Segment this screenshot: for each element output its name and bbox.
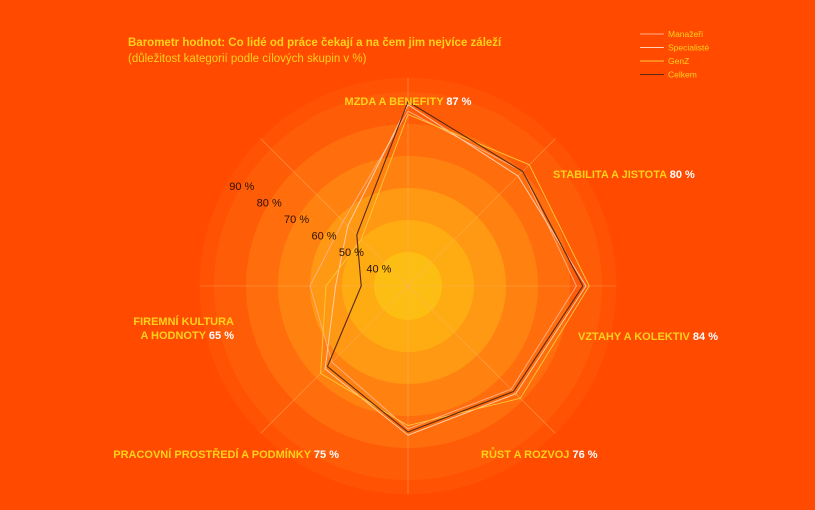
legend-label-2: GenZ	[668, 56, 689, 66]
spoke-7	[260, 138, 409, 287]
spoke-5	[260, 285, 409, 434]
category-label-1: STABILITA A JISTOTA 80 %	[553, 169, 695, 181]
category-value-1: 80 %	[667, 169, 695, 181]
legend-label-1: Specialisté	[668, 43, 709, 53]
category-label-2: VZTAHY A KOLEKTIV 84 %	[578, 331, 718, 343]
radial-tick-labels: 40 %50 %60 %70 %80 %90 %	[229, 181, 391, 276]
category-label-0: MZDA A BENEFITY 87 %	[345, 96, 472, 108]
chart-subtitle: (důležitost kategorií podle cílových sku…	[128, 53, 367, 65]
category-value-5: 65 %	[206, 330, 234, 342]
category-value-3: 76 %	[569, 449, 597, 461]
series-line-3	[326, 101, 584, 433]
legend-label-3: Celkem	[668, 70, 697, 80]
category-label-4: PRACOVNÍ PROSTŘEDÍ A PODMÍNKY 75 %	[113, 448, 339, 461]
legend-label-0: Manažeři	[668, 29, 703, 39]
tick-label-40: 40 %	[366, 264, 391, 276]
tick-label-70: 70 %	[284, 214, 309, 226]
tick-label-80: 80 %	[257, 198, 282, 210]
spoke-3	[407, 285, 556, 434]
radial-spokes	[199, 77, 617, 495]
category-value-4: 75 %	[311, 449, 339, 461]
category-labels: MZDA A BENEFITY 87 % STABILITA A JISTOTA …	[113, 96, 718, 461]
chart-title: Barometr hodnot: Co lidé od práce čekají…	[128, 37, 502, 49]
series-line-2	[320, 113, 590, 427]
tick-label-50: 50 %	[339, 247, 364, 259]
spoke-1	[407, 138, 556, 287]
category-value-2: 84 %	[690, 331, 718, 343]
series-line-1	[324, 104, 587, 436]
category-label-3: RŮST A ROZVOJ 76 %	[481, 447, 598, 461]
category-label-5: FIREMNÍ KULTURA	[133, 315, 234, 328]
legend: Manažeři Specialisté GenZ Celkem	[640, 29, 709, 80]
series-line-0	[309, 110, 577, 430]
category-value-0: 87 %	[443, 96, 471, 108]
tick-label-60: 60 %	[311, 231, 336, 243]
series-lines	[309, 101, 590, 436]
tick-label-90: 90 %	[229, 181, 254, 193]
category-label-5: A HODNOTY 65 %	[140, 330, 234, 342]
